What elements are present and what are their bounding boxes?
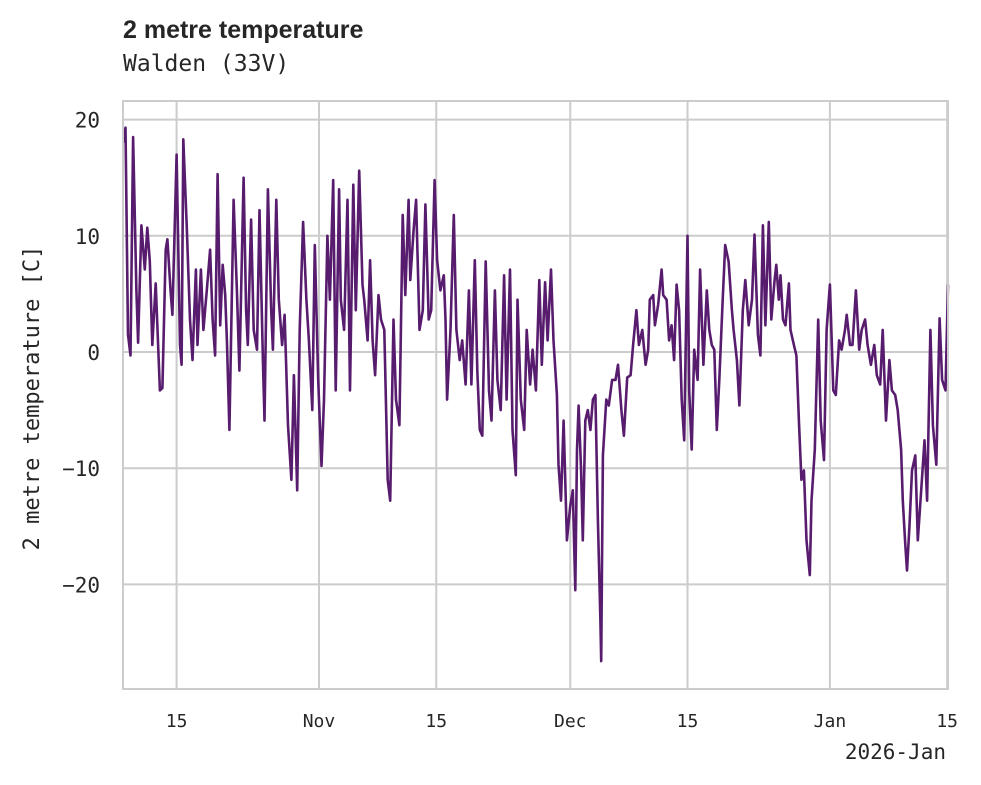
x-tick-label: 15 xyxy=(166,711,188,732)
temperature-line xyxy=(122,126,950,663)
y-tick-label: 10 xyxy=(75,225,100,249)
x-tick-label: 15 xyxy=(677,711,699,732)
x-tick-label: Nov xyxy=(303,711,336,732)
y-tick-label: −20 xyxy=(62,573,100,597)
x-tick-label: 15 xyxy=(425,711,447,732)
y-axis-label: 2 metre temperature [C] xyxy=(20,246,45,551)
chart-subtitle: Walden (33V) xyxy=(123,51,290,77)
x-tick-label: Dec xyxy=(554,711,587,732)
y-tick-label: 20 xyxy=(75,109,100,133)
x-axis-ticks: 15 Nov 15 Dec 15 Jan 15 xyxy=(166,711,958,732)
x-offset-label: 2026-Jan xyxy=(845,740,946,764)
x-tick-label: 15 xyxy=(936,711,958,732)
x-tick-label: Jan xyxy=(814,711,847,732)
plot-frame xyxy=(122,100,949,690)
y-axis-ticks: 20 10 0 −10 −20 xyxy=(62,109,100,598)
chart-title: 2 metre temperature xyxy=(123,16,364,44)
y-tick-label: 0 xyxy=(87,341,100,365)
y-tick-label: −10 xyxy=(62,457,100,481)
